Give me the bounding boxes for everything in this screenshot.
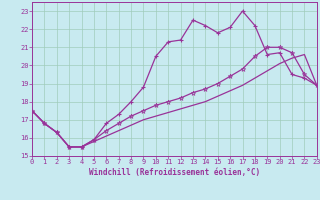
X-axis label: Windchill (Refroidissement éolien,°C): Windchill (Refroidissement éolien,°C) <box>89 168 260 177</box>
